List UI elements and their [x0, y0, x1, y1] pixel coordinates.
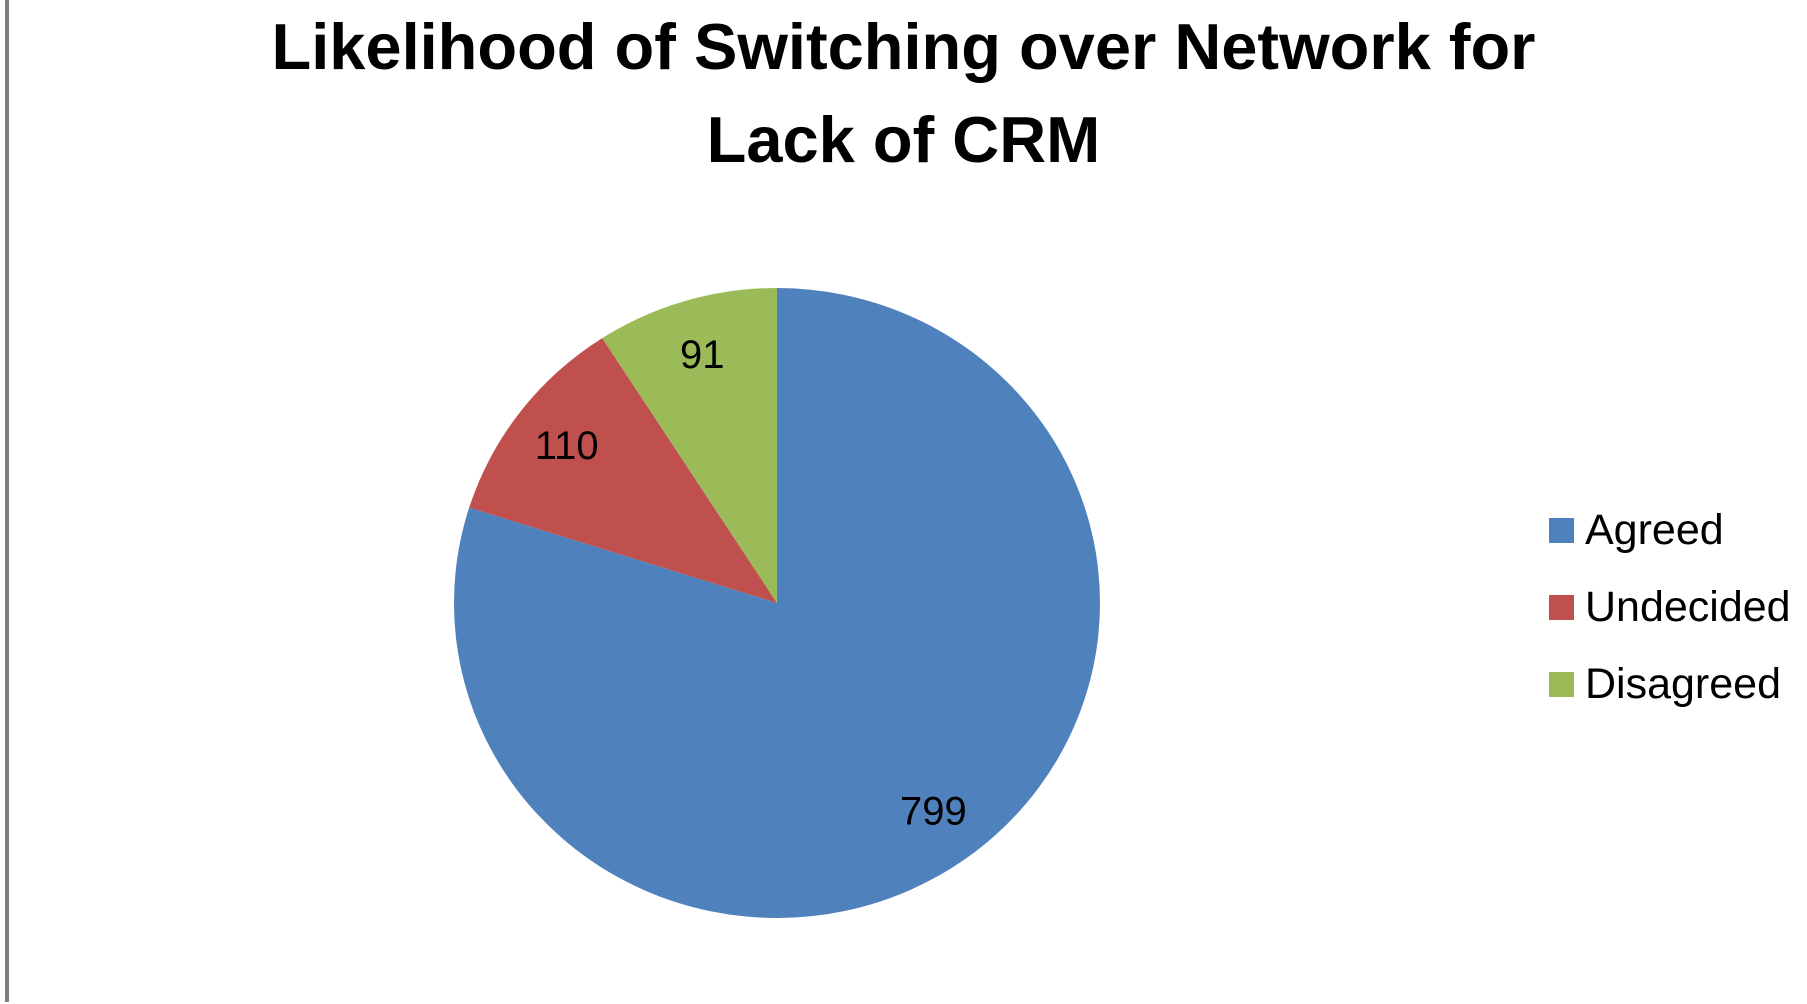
- pie-value-label-disagreed: 91: [680, 333, 725, 377]
- page-edge-line: [5, 0, 9, 1002]
- legend-item-undecided: Undecided: [1549, 582, 1791, 631]
- chart-title: Likelihood of Switching over Network for…: [0, 0, 1807, 186]
- chart-legend: Agreed Undecided Disagreed: [1549, 505, 1791, 708]
- legend-swatch-agreed-icon: [1549, 517, 1574, 543]
- pie-value-label-undecided: 110: [535, 424, 599, 468]
- chart-title-line-2: Lack of CRM: [706, 103, 1101, 176]
- legend-swatch-undecided-icon: [1549, 594, 1574, 620]
- pie-value-label-agreed: 799: [900, 790, 967, 834]
- legend-label-undecided: Undecided: [1585, 582, 1791, 631]
- legend-item-disagreed: Disagreed: [1549, 659, 1791, 708]
- pie-slice-undecided: [469, 338, 777, 603]
- pie-slice-disagreed: [602, 288, 777, 603]
- chart-title-line-1: Likelihood of Switching over Network for: [271, 10, 1536, 83]
- legend-label-agreed: Agreed: [1585, 505, 1724, 554]
- legend-item-agreed: Agreed: [1549, 505, 1791, 554]
- legend-swatch-disagreed-icon: [1549, 671, 1574, 697]
- pie-slice-agreed: [454, 287, 1101, 918]
- legend-label-disagreed: Disagreed: [1585, 659, 1781, 708]
